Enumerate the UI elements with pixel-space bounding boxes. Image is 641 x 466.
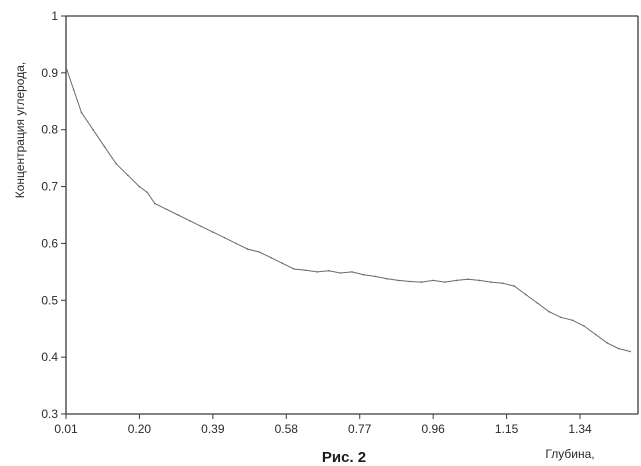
data-point: [115, 163, 117, 165]
data-point: [420, 281, 423, 283]
data-point: [362, 273, 365, 276]
data-point: [525, 293, 527, 296]
data-point: [513, 285, 516, 287]
data-point: [223, 236, 226, 239]
x-tick-label: 0.58: [275, 422, 299, 436]
series-line: [65, 67, 631, 352]
data-point: [65, 66, 67, 68]
data-point: [501, 282, 504, 285]
x-tick-label: 0.01: [54, 422, 78, 436]
data-point: [146, 191, 148, 194]
data-point: [374, 275, 377, 278]
x-tick-label: 0.96: [421, 422, 445, 436]
data-point: [559, 316, 562, 319]
y-tick-label: 0.5: [41, 293, 58, 307]
y-tick-label: 0.3: [41, 407, 58, 421]
data-point: [583, 325, 585, 327]
x-tick-label: 1.34: [568, 422, 592, 436]
data-point: [617, 347, 620, 350]
data-point: [72, 89, 75, 91]
data-point: [200, 225, 203, 228]
data-point: [212, 231, 214, 233]
data-point: [478, 279, 481, 282]
data-point: [351, 271, 353, 273]
data-point: [270, 256, 272, 259]
data-point: [281, 262, 284, 265]
data-point: [397, 279, 400, 282]
figure-caption: Рис. 2: [322, 449, 366, 466]
x-axis-label: Глубина,: [545, 447, 594, 461]
data-point: [409, 280, 411, 283]
x-tick-label: 0.77: [348, 422, 372, 436]
y-tick-label: 0.6: [41, 236, 58, 250]
y-axis: 0.3 0.4 0.5 0.6 0.7 0.8 0.9 1: [41, 9, 66, 421]
data-point: [467, 278, 469, 281]
y-tick-label: 0.9: [41, 66, 58, 80]
data-point: [188, 219, 191, 222]
data-point: [177, 214, 179, 216]
data-series: [65, 66, 632, 353]
data-point: [490, 281, 492, 283]
data-point: [432, 279, 435, 282]
x-tick-label: 0.20: [128, 422, 152, 436]
data-point: [103, 146, 106, 148]
data-point: [455, 279, 458, 282]
data-point: [444, 281, 446, 283]
data-point: [304, 269, 307, 272]
data-point: [235, 242, 237, 245]
y-tick-label: 0.7: [41, 180, 58, 194]
data-point: [246, 248, 249, 250]
data-point: [594, 333, 597, 336]
data-point: [548, 310, 550, 313]
data-point: [154, 202, 156, 205]
data-point: [386, 277, 388, 280]
data-point: [258, 251, 261, 253]
y-tick-label: 0.8: [41, 123, 58, 137]
data-point: [127, 174, 129, 176]
y-axis-label: Концентрация углерода,: [13, 62, 27, 198]
x-tick-label: 0.39: [201, 422, 225, 436]
y-tick-label: 0.4: [41, 350, 58, 364]
data-point: [165, 208, 168, 211]
x-tick-label: 1.15: [495, 422, 519, 436]
data-point: [92, 128, 94, 131]
data-point: [606, 342, 608, 344]
plot-frame: [65, 15, 639, 415]
data-point: [328, 269, 330, 272]
y-tick-label: 1: [51, 9, 58, 23]
data-point: [339, 272, 342, 274]
data-point: [80, 111, 83, 114]
data-point: [138, 185, 141, 188]
x-axis: 0.01 0.20 0.39 0.58 0.77 0.96 1.15 1.34: [54, 414, 592, 436]
data-point: [571, 319, 574, 322]
data-point: [316, 271, 319, 273]
data-point: [536, 302, 539, 304]
data-point: [293, 268, 295, 270]
data-point: [629, 350, 632, 353]
